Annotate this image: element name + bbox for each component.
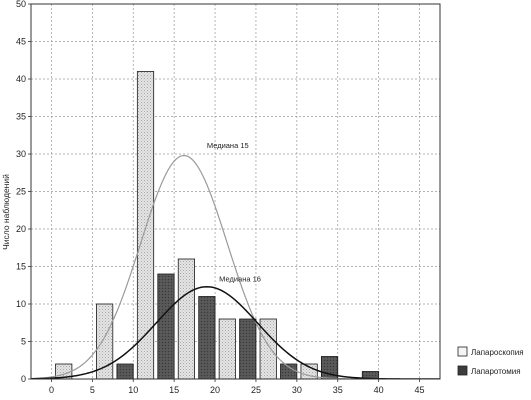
median-annotation: Медиана 16	[219, 275, 261, 284]
bar	[157, 273, 175, 380]
axis-ticks: 0 5 10 15 20 25 30 35 40 45 50 0 5 10 15 20 25 30 35 40 45	[16, 0, 425, 395]
y-tick-label: 5	[21, 337, 26, 347]
bar	[96, 303, 114, 380]
x-tick-label: 45	[415, 385, 425, 395]
legend-swatch	[457, 365, 468, 376]
bar	[239, 318, 257, 380]
y-tick-label: 40	[16, 74, 26, 84]
y-tick-label: 50	[16, 0, 26, 9]
x-tick-label: 20	[210, 385, 220, 395]
legend-label: Лапаротомия	[471, 367, 521, 376]
y-tick-label: 15	[16, 262, 26, 272]
bar	[218, 318, 236, 380]
y-tick-label: 45	[16, 37, 26, 47]
x-tick-label: 0	[49, 385, 54, 395]
legend-swatch	[457, 346, 468, 357]
y-tick-label: 30	[16, 149, 26, 159]
y-tick-label: 35	[16, 112, 26, 122]
bar	[177, 258, 196, 380]
x-tick-label: 35	[333, 385, 343, 395]
y-tick-label: 10	[16, 299, 26, 309]
y-tick-label: 0	[21, 374, 26, 384]
x-tick-label: 10	[128, 385, 138, 395]
y-tick-label: 20	[16, 224, 26, 234]
x-tick-label: 25	[251, 385, 261, 395]
y-axis-title: Число наблюдений	[1, 174, 11, 250]
bar	[116, 363, 134, 380]
y-tick-label: 25	[16, 187, 26, 197]
annotations: Медиана 15 Медиана 16	[207, 141, 261, 284]
legend: Лапароскопия Лапаротомия	[457, 346, 524, 376]
bars	[55, 71, 380, 380]
bar	[198, 296, 216, 380]
bar	[136, 71, 155, 380]
x-tick-label: 30	[292, 385, 302, 395]
median-annotation: Медиана 15	[207, 141, 249, 150]
legend-label: Лапароскопия	[471, 348, 524, 357]
x-tick-label: 5	[90, 385, 95, 395]
x-tick-label: 15	[169, 385, 179, 395]
x-tick-label: 40	[374, 385, 384, 395]
